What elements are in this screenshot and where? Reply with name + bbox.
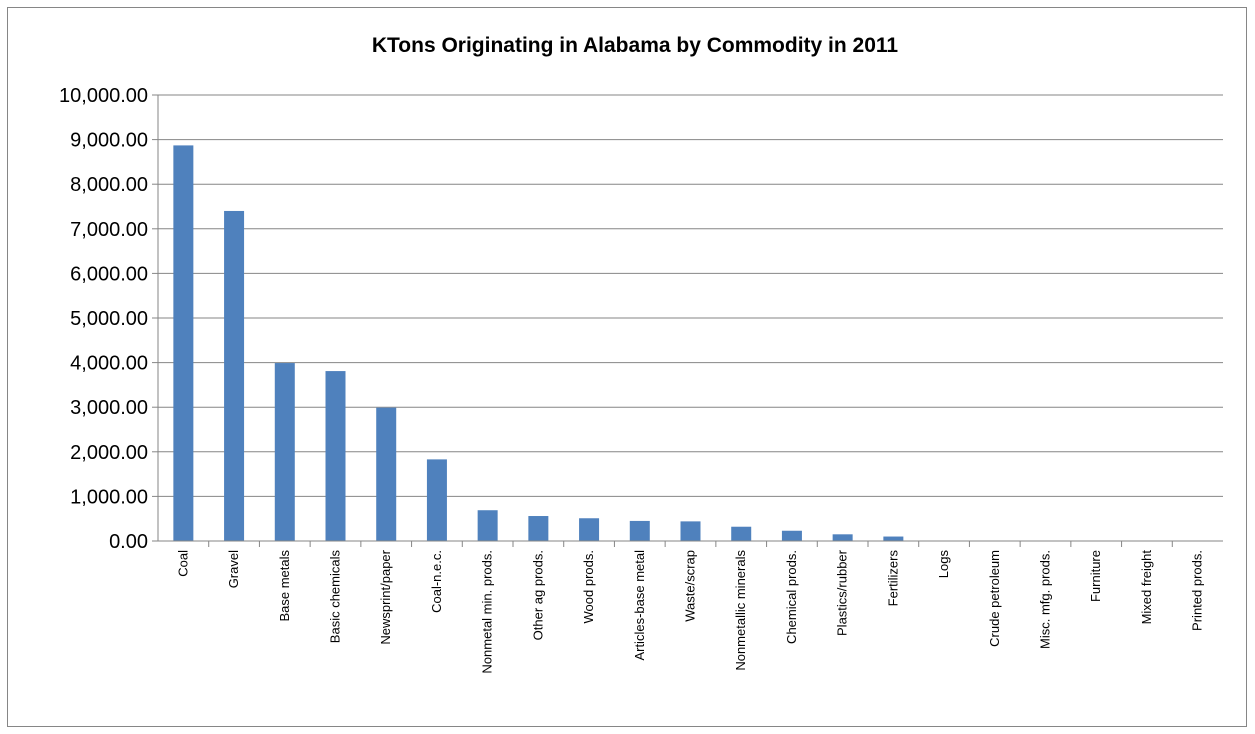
- x-tick-label: Gravel: [226, 550, 241, 588]
- x-tick-label: Crude petroleum: [987, 550, 1002, 647]
- bar: [173, 145, 194, 541]
- bar: [629, 520, 650, 541]
- bar: [680, 521, 701, 541]
- x-tick-label: Newsprint/paper: [378, 549, 393, 644]
- y-tick-label: 4,000.00: [70, 353, 148, 375]
- y-tick-label: 9,000.00: [70, 130, 148, 152]
- gridlines: [158, 94, 1223, 497]
- y-tick-label: 8,000.00: [70, 174, 148, 196]
- x-tick-label: Misc. mfg. prods.: [1038, 550, 1053, 649]
- y-tick-label: 6,000.00: [70, 263, 148, 285]
- bar: [528, 516, 549, 541]
- bar-chart: KTons Originating in Alabama by Commodit…: [59, 34, 1223, 674]
- bar: [376, 407, 397, 541]
- y-tick-label: 1,000.00: [70, 486, 148, 508]
- bars: [173, 145, 1208, 541]
- bar: [477, 510, 498, 541]
- x-tick-label: Nonmetal min. prods.: [480, 550, 495, 674]
- x-tick-label: Base metals: [277, 550, 292, 622]
- x-tick-label: Coal-n.e.c.: [429, 550, 444, 613]
- chart-title: KTons Originating in Alabama by Commodit…: [372, 34, 899, 57]
- x-tick-label: Wood prods.: [581, 550, 596, 623]
- bar: [731, 526, 752, 541]
- y-tick-label: 3,000.00: [70, 397, 148, 419]
- x-tick-label: Waste/scrap: [683, 550, 698, 622]
- y-tick-label: 0.00: [109, 531, 148, 553]
- y-tick-label: 5,000.00: [70, 308, 148, 330]
- x-tick-label: Articles-base metal: [632, 550, 647, 661]
- x-axis-ticks: Coal Gravel Base metals Basic chemicals News…: [175, 541, 1205, 674]
- x-tick-label: Coal: [175, 550, 190, 577]
- bar: [832, 534, 853, 541]
- chart-frame: KTons Originating in Alabama by Commodit…: [7, 7, 1247, 727]
- bar: [274, 363, 295, 541]
- x-tick-label: Basic chemicals: [328, 550, 343, 644]
- y-axis-ticks: 0.00 1,000.00 2,000.00 3,000.00 4,000.00 5,00…: [59, 85, 158, 553]
- bar: [426, 459, 447, 541]
- bar: [325, 371, 346, 541]
- y-tick-label: 7,000.00: [70, 219, 148, 241]
- bar: [883, 536, 904, 541]
- x-tick-label: Fertilizers: [885, 550, 900, 607]
- x-tick-label: Plastics/rubber: [835, 549, 850, 636]
- y-tick-label: 2,000.00: [70, 442, 148, 464]
- x-tick-label: Chemical prods.: [784, 550, 799, 644]
- bar: [224, 210, 245, 541]
- x-tick-label: Mixed freight: [1139, 550, 1154, 625]
- x-tick-label: Logs: [936, 550, 951, 579]
- x-tick-label: Nonmetallic minerals: [733, 550, 748, 671]
- bar: [781, 530, 802, 541]
- x-tick-label: Printed prods.: [1190, 550, 1205, 631]
- x-tick-label: Furniture: [1088, 550, 1103, 602]
- bar: [579, 518, 600, 541]
- x-tick-label: Other ag prods.: [530, 550, 545, 640]
- axes: [157, 95, 1223, 542]
- y-tick-label: 10,000.00: [59, 85, 148, 107]
